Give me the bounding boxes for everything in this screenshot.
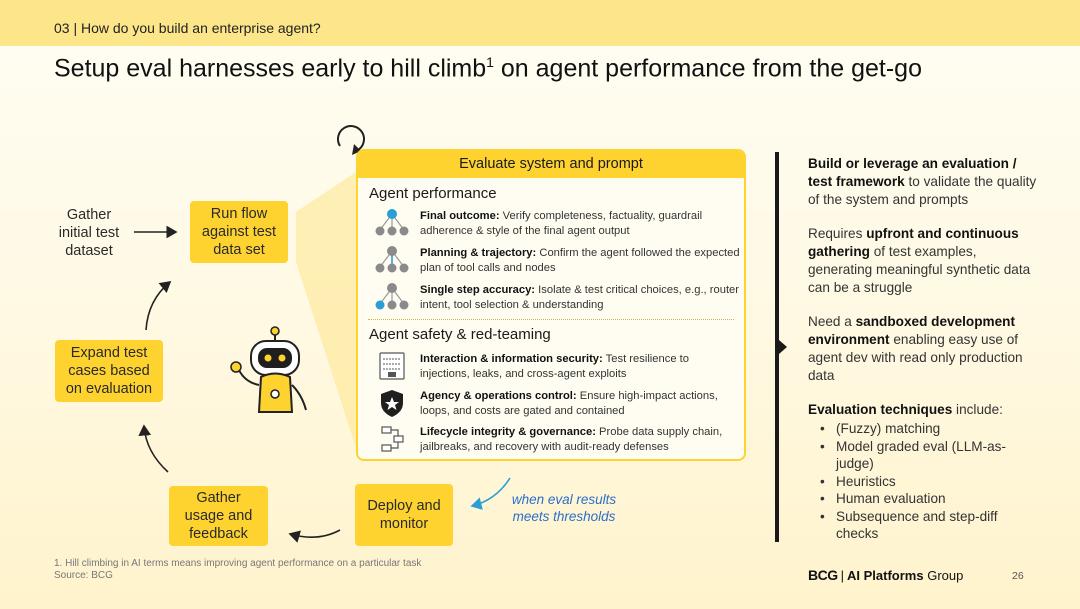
gather-initial-label: Gather initial test dataset <box>58 207 120 259</box>
technique-item: Human evaluation <box>818 490 1028 508</box>
evaluate-panel: Evaluate system and prompt Agent perform… <box>356 149 746 461</box>
arrow-deploy-usage <box>288 529 341 543</box>
robot-icon <box>230 326 307 413</box>
title-rest: on agent performance from the get-go <box>493 54 922 83</box>
panel-header: Evaluate system and prompt <box>358 151 744 178</box>
tree-path-icon <box>375 246 409 273</box>
techniques-list: (Fuzzy) matching Model graded eval (LLM-… <box>818 420 1028 543</box>
performance-title: Agent performance <box>369 185 497 202</box>
section-label: 03 | How do you build an enterprise agen… <box>54 20 321 36</box>
zoom-wedge <box>296 172 356 448</box>
page-title: Setup eval harnesses early to hill climb… <box>54 54 922 83</box>
page-number: 26 <box>1012 570 1024 582</box>
bcg-logo: BCG | AI Platforms Group <box>808 567 964 583</box>
lifecycle-flow-icon <box>381 426 404 452</box>
tree-network-icon <box>375 209 409 236</box>
arrow-usage-expand <box>138 424 169 473</box>
title-footnote-mark: 1 <box>486 54 494 70</box>
performance-item-2: Planning & trajectory: Confirm the agent… <box>420 247 740 274</box>
title-main: Setup eval harnesses early to hill climb <box>54 54 487 83</box>
safety-item-1: Interaction & information security: Test… <box>420 353 689 380</box>
vertical-divider <box>775 152 779 542</box>
safety-item-2: Agency & operations control: Ensure high… <box>420 390 718 417</box>
bar-pointer <box>779 340 787 354</box>
safety-item-3: Lifecycle integrity & governance: Probe … <box>420 426 723 453</box>
arrow-expand-up <box>145 280 172 331</box>
source-text: Source: BCG <box>54 570 113 581</box>
refresh-icon <box>337 125 365 151</box>
footnote-text: 1. Hill climbing in AI terms means impro… <box>54 558 422 569</box>
performance-item-1: Final outcome: Verify completeness, fact… <box>420 210 703 237</box>
right-paragraph-2: Requires upfront and continuous gatherin… <box>808 226 1031 295</box>
technique-item: Subsequence and step-diff checks <box>818 508 1028 543</box>
top-band <box>0 0 1080 46</box>
threshold-note: when eval results meets thresholds <box>511 492 617 524</box>
right-paragraph-1: Build or leverage an evaluation / test f… <box>808 156 1037 207</box>
technique-item: (Fuzzy) matching <box>818 420 1028 438</box>
arrow-threshold <box>470 477 511 510</box>
footnote: 1. Hill climbing in AI terms means impro… <box>54 558 421 582</box>
deploy-monitor-box: Deploy and monitor <box>355 484 453 546</box>
safety-title: Agent safety & red-teaming <box>369 326 551 343</box>
technique-item: Heuristics <box>818 473 1028 491</box>
shield-star-icon <box>381 390 403 417</box>
run-flow-box: Run flow against test data set <box>190 201 288 263</box>
performance-item-3: Single step accuracy: Isolate & test cri… <box>420 284 739 311</box>
server-lock-icon <box>379 352 405 380</box>
gather-usage-box: Gather usage and feedback <box>169 486 268 546</box>
panel-divider <box>368 319 734 320</box>
tree-node-icon <box>375 283 409 310</box>
expand-cases-box: Expand test cases based on evaluation <box>55 340 163 402</box>
right-paragraph-3: Need a sandboxed development environment… <box>808 314 1023 383</box>
right-paragraph-4: Evaluation techniques include: <box>808 402 1003 417</box>
technique-item: Model graded eval (LLM-as-judge) <box>818 438 1028 473</box>
